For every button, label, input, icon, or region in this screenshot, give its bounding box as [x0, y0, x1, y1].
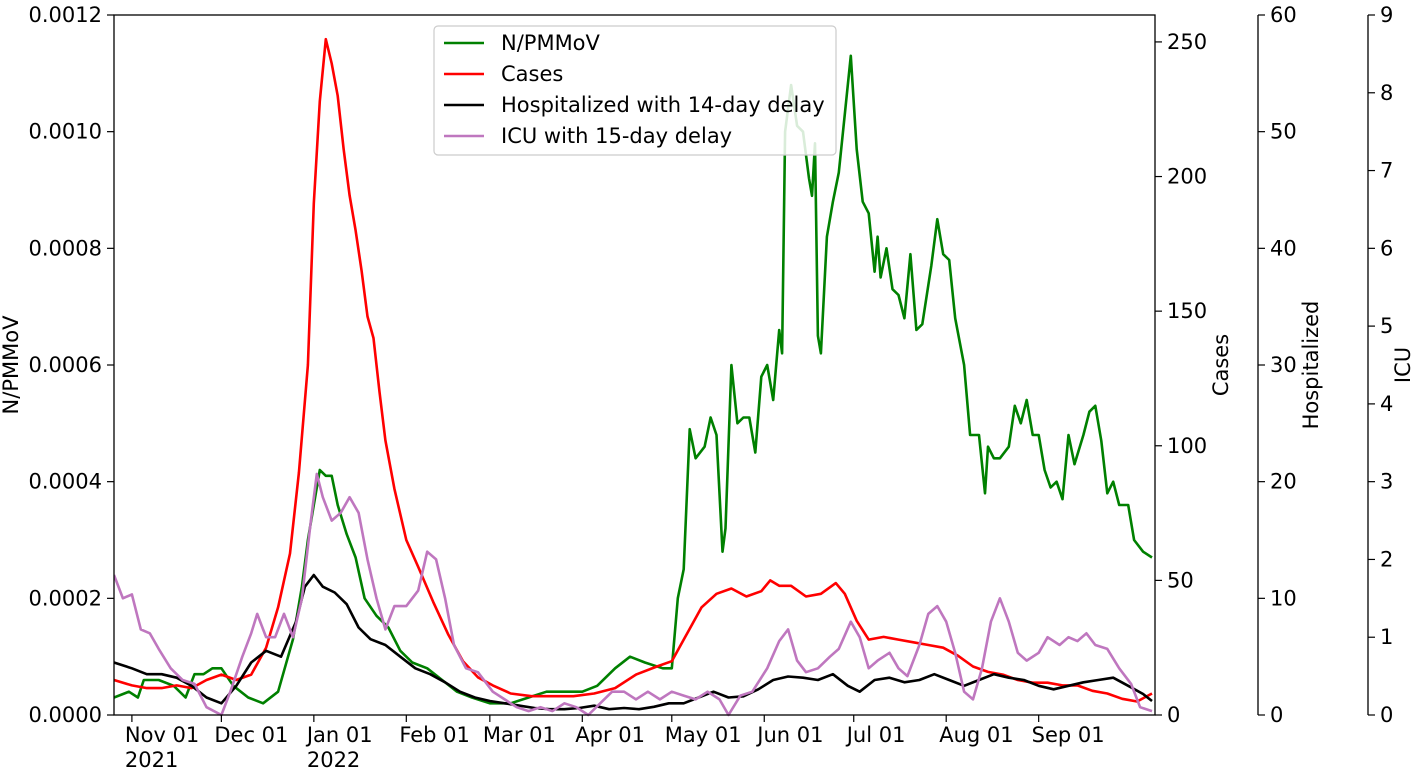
y-axes: 0.0000 0.0002 0.0004 0.0006 0.0008 0.0010 0.00… — [0, 3, 1415, 727]
y-tick-label: 100 — [1167, 434, 1207, 458]
y-axis-2: 0 10 20 30 40 50 60 Hospitalized — [1257, 3, 1323, 727]
y-tick-label: 50 — [1167, 568, 1194, 592]
y-axis-label: Cases — [1209, 334, 1233, 396]
y-tick-label: 2 — [1380, 547, 1393, 571]
y-tick-label: 3 — [1380, 470, 1393, 494]
y-tick-label: 250 — [1167, 30, 1207, 54]
legend-box — [433, 25, 837, 156]
y-tick-label: 0.0006 — [29, 353, 102, 377]
y-tick-label: 0 — [1270, 703, 1283, 727]
y-tick-label: 0 — [1380, 703, 1393, 727]
y-tick-label: 5 — [1380, 314, 1393, 338]
x-tick-label: Dec 01 — [214, 723, 288, 747]
y-tick-label: 9 — [1380, 3, 1393, 27]
y-tick-label: 0.0004 — [29, 470, 102, 494]
y-axis-3: 0 1 2 3 4 5 6 7 8 9 ICU — [1367, 3, 1415, 727]
y-tick-label: 10 — [1270, 586, 1297, 610]
y-axis-label: ICU — [1391, 347, 1415, 383]
y-axis-0: 0.0000 0.0002 0.0004 0.0006 0.0008 0.0010 0.00… — [0, 3, 114, 727]
series-layer — [114, 37, 1153, 717]
legend-label-1: Cases — [501, 62, 563, 86]
y-tick-label: 40 — [1270, 236, 1297, 260]
y-tick-label: 6 — [1380, 236, 1393, 260]
y-tick-label: 0.0012 — [29, 3, 102, 27]
series-line-3 — [114, 472, 1153, 717]
y-axis-1: 0 50 100 150 200 250 Cases — [1155, 30, 1233, 727]
x-tick-label: May 01 — [665, 723, 742, 747]
x-tick-label: Feb 01 — [399, 723, 470, 747]
y-tick-label: 30 — [1270, 353, 1297, 377]
x-tick-label: Sep 01 — [1032, 723, 1105, 747]
series-line-2 — [114, 573, 1153, 711]
x-tick-label: Mar 01 — [483, 723, 556, 747]
y-tick-label: 0.0008 — [29, 236, 102, 260]
x-tick-label: Nov 01 — [125, 723, 199, 747]
y-tick-label: 50 — [1270, 120, 1297, 144]
y-tick-label: 200 — [1167, 165, 1207, 189]
x-tick-label: Jan 01 — [305, 723, 373, 747]
x-tick-label: Jul 01 — [845, 723, 906, 747]
series-line-0 — [114, 54, 1153, 705]
y-tick-label: 8 — [1380, 81, 1393, 105]
x-tick-label: Jun 01 — [755, 723, 823, 747]
y-axis-label: N/PMMoV — [0, 315, 23, 415]
y-tick-label: 7 — [1380, 159, 1393, 183]
series-line-1 — [114, 37, 1153, 703]
x-tick-label: 2021 — [125, 748, 178, 772]
y-tick-label: 20 — [1270, 470, 1297, 494]
x-tick-label: Apr 01 — [575, 723, 645, 747]
y-tick-label: 150 — [1167, 299, 1207, 323]
x-tick-label: 2022 — [307, 748, 360, 772]
legend: N/PMMoV Cases Hospitalized with 14-day del… — [433, 25, 837, 156]
y-tick-label: 0.0010 — [29, 120, 102, 144]
legend-label-3: ICU with 15-day delay — [501, 124, 732, 148]
x-tick-label: Aug 01 — [939, 723, 1013, 747]
legend-label-2: Hospitalized with 14-day delay — [501, 93, 825, 117]
y-tick-label: 0.0000 — [29, 703, 102, 727]
y-tick-label: 4 — [1380, 392, 1393, 416]
y-tick-label: 0.0002 — [29, 586, 102, 610]
y-tick-label: 0 — [1167, 703, 1180, 727]
y-tick-label: 60 — [1270, 3, 1297, 27]
y-tick-label: 1 — [1380, 625, 1393, 649]
y-axis-label: Hospitalized — [1299, 301, 1323, 430]
legend-label-0: N/PMMoV — [501, 31, 601, 55]
